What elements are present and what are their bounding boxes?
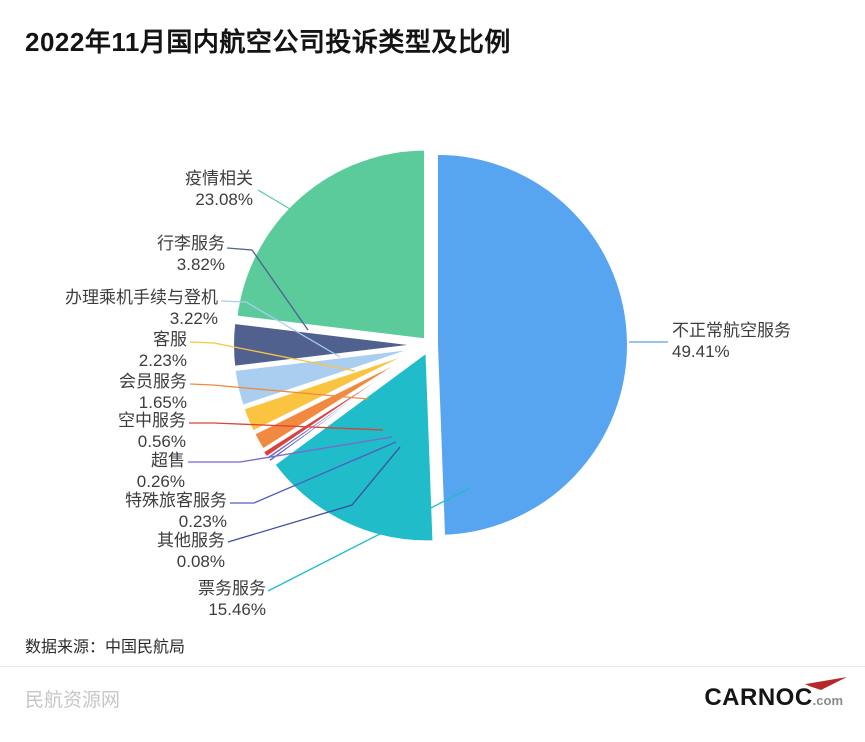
leader-line [220, 300, 341, 358]
leader-line [189, 341, 356, 372]
site-watermark: 民航资源网 [25, 690, 121, 711]
leader-line [230, 441, 397, 504]
leader-line [257, 189, 323, 229]
carnoc-logo-suffix: .com [812, 693, 843, 708]
divider-line [0, 666, 865, 667]
pie-slice [233, 146, 428, 343]
page-title: 2022年11月国内航空公司投诉类型及比例 [25, 27, 511, 57]
leader-line [188, 436, 393, 463]
leader-line [189, 383, 369, 400]
carnoc-logo-text: CARNOC [704, 684, 813, 711]
leader-line [267, 487, 471, 592]
pie-slice [434, 150, 631, 539]
leader-line [227, 446, 401, 543]
leader-line [189, 422, 384, 431]
pie-slice [271, 348, 437, 545]
leader-line [226, 247, 309, 331]
source-note: 数据来源：中国民航局 [25, 639, 186, 656]
carnoc-logo: CARNOC .com [704, 677, 847, 712]
